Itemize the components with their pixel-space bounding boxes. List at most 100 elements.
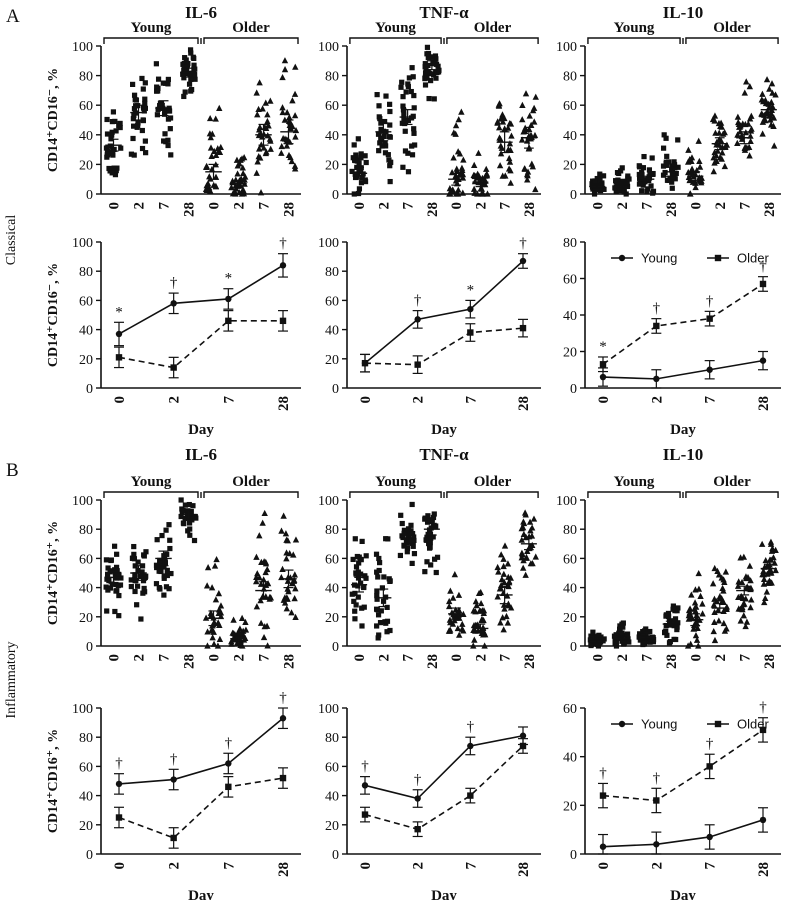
scatter-point bbox=[644, 188, 650, 194]
scatter-point bbox=[103, 557, 110, 563]
scatter-point bbox=[618, 168, 624, 174]
scatter-point bbox=[667, 175, 673, 181]
scatter-y-tick-label: 40 bbox=[79, 582, 93, 597]
group-bracket-young bbox=[587, 37, 681, 44]
significance-mark: † bbox=[414, 293, 422, 309]
scatter-point bbox=[103, 145, 110, 151]
x-tick-label: 28 bbox=[282, 654, 298, 669]
scatter-point bbox=[355, 575, 362, 581]
scatter-point bbox=[278, 149, 285, 156]
x-tick-label: 0 bbox=[596, 396, 612, 404]
scatter-point bbox=[159, 532, 165, 539]
series-line-young bbox=[602, 819, 764, 848]
scatter-point bbox=[257, 580, 265, 587]
scatter-point bbox=[523, 554, 530, 561]
scatter-point bbox=[385, 152, 391, 158]
scatter-point bbox=[736, 123, 743, 130]
scatter-point bbox=[484, 190, 491, 197]
line-y-tick-label: 0 bbox=[86, 848, 93, 863]
scatter-point bbox=[154, 112, 160, 118]
scatter-point bbox=[355, 583, 361, 589]
scatter-point bbox=[262, 99, 269, 106]
scatter-point bbox=[383, 143, 389, 149]
chart-title: IL-6 bbox=[185, 445, 217, 464]
scatter-y-tick-label: 100 bbox=[318, 40, 339, 55]
scatter-point bbox=[747, 603, 754, 611]
scatter-point bbox=[640, 165, 646, 171]
x-tick-label: 2 bbox=[411, 396, 427, 404]
scatter-point bbox=[379, 585, 386, 591]
scatter-point bbox=[255, 145, 263, 152]
scatter-point bbox=[673, 170, 679, 177]
scatter-point bbox=[648, 183, 654, 189]
scatter-point bbox=[690, 625, 698, 632]
line-y-tick-label: 80 bbox=[79, 265, 93, 280]
scatter-point bbox=[237, 641, 244, 648]
scatter-point bbox=[400, 164, 406, 170]
scatter-point bbox=[184, 64, 190, 70]
scatter-point bbox=[410, 113, 416, 119]
scatter-point bbox=[387, 163, 393, 169]
chart-A-IL6-line: 0 20 40 60 80 100 CD14⁺CD16⁻, % 0 2 7 28 Day * † * † bbox=[46, 236, 301, 438]
scatter-point bbox=[104, 154, 110, 160]
x-tick-label: 0 bbox=[107, 654, 123, 662]
scatter-point bbox=[670, 606, 676, 612]
scatter-y-tick-label: 0 bbox=[86, 640, 93, 655]
group-label-young: Young bbox=[614, 474, 655, 490]
x-tick-label: 0 bbox=[107, 202, 123, 210]
scatter-point bbox=[212, 151, 220, 159]
x-tick-label: 7 bbox=[463, 862, 479, 870]
scatter-point bbox=[192, 72, 198, 78]
panel-label-b: B bbox=[6, 460, 19, 481]
scatter-point bbox=[478, 615, 486, 623]
x-tick-label: 28 bbox=[522, 202, 538, 217]
x-tick-label: 2 bbox=[473, 202, 489, 210]
scatter-point bbox=[142, 100, 148, 107]
scatter-point bbox=[409, 540, 416, 546]
scatter-point bbox=[529, 107, 537, 114]
scatter-point bbox=[354, 158, 360, 164]
line-y-tick-label: 40 bbox=[325, 790, 339, 805]
significance-mark: * bbox=[467, 282, 475, 298]
scatter-point bbox=[264, 117, 271, 125]
scatter-point bbox=[399, 79, 405, 85]
scatter-point bbox=[595, 641, 601, 647]
scatter-point bbox=[279, 108, 286, 116]
series-line-older bbox=[118, 320, 283, 369]
scatter-point bbox=[624, 183, 631, 190]
scatter-point bbox=[409, 537, 415, 543]
x-tick-label: 28 bbox=[762, 654, 778, 669]
line-y-tick-label: 80 bbox=[563, 236, 577, 251]
scatter-point bbox=[740, 612, 747, 619]
line-y-tick-label: 0 bbox=[332, 848, 339, 863]
scatter-y-tick-label: 100 bbox=[72, 40, 93, 55]
scatter-point bbox=[747, 584, 755, 591]
scatter-point bbox=[186, 511, 192, 517]
legend-label-older: Older bbox=[737, 251, 769, 266]
scatter-point bbox=[376, 148, 382, 154]
x-tick-label: 28 bbox=[756, 396, 772, 411]
scatter-point bbox=[746, 115, 754, 122]
scatter-point bbox=[711, 608, 718, 616]
group-label-young: Young bbox=[375, 474, 416, 490]
scatter-point bbox=[358, 571, 364, 577]
scatter-y-tick-label: 100 bbox=[556, 40, 577, 55]
data-point-young bbox=[706, 366, 713, 373]
scatter-point bbox=[404, 549, 410, 555]
scatter-point bbox=[143, 573, 149, 579]
scatter-point bbox=[532, 553, 539, 560]
scatter-point bbox=[433, 75, 439, 81]
x-tick-label: 0 bbox=[688, 654, 704, 662]
scatter-point bbox=[292, 585, 299, 592]
scatter-point bbox=[601, 636, 607, 642]
significance-mark: * bbox=[115, 304, 123, 320]
x-tick-label: 7 bbox=[639, 202, 655, 210]
scatter-y-tick-label: 80 bbox=[563, 523, 577, 538]
data-point-older bbox=[279, 774, 287, 782]
scatter-point bbox=[188, 76, 194, 83]
scatter-point bbox=[626, 639, 632, 645]
scatter-point bbox=[254, 570, 261, 577]
scatter-point bbox=[718, 574, 725, 581]
scatter-point bbox=[183, 57, 189, 63]
scatter-point bbox=[237, 156, 244, 163]
